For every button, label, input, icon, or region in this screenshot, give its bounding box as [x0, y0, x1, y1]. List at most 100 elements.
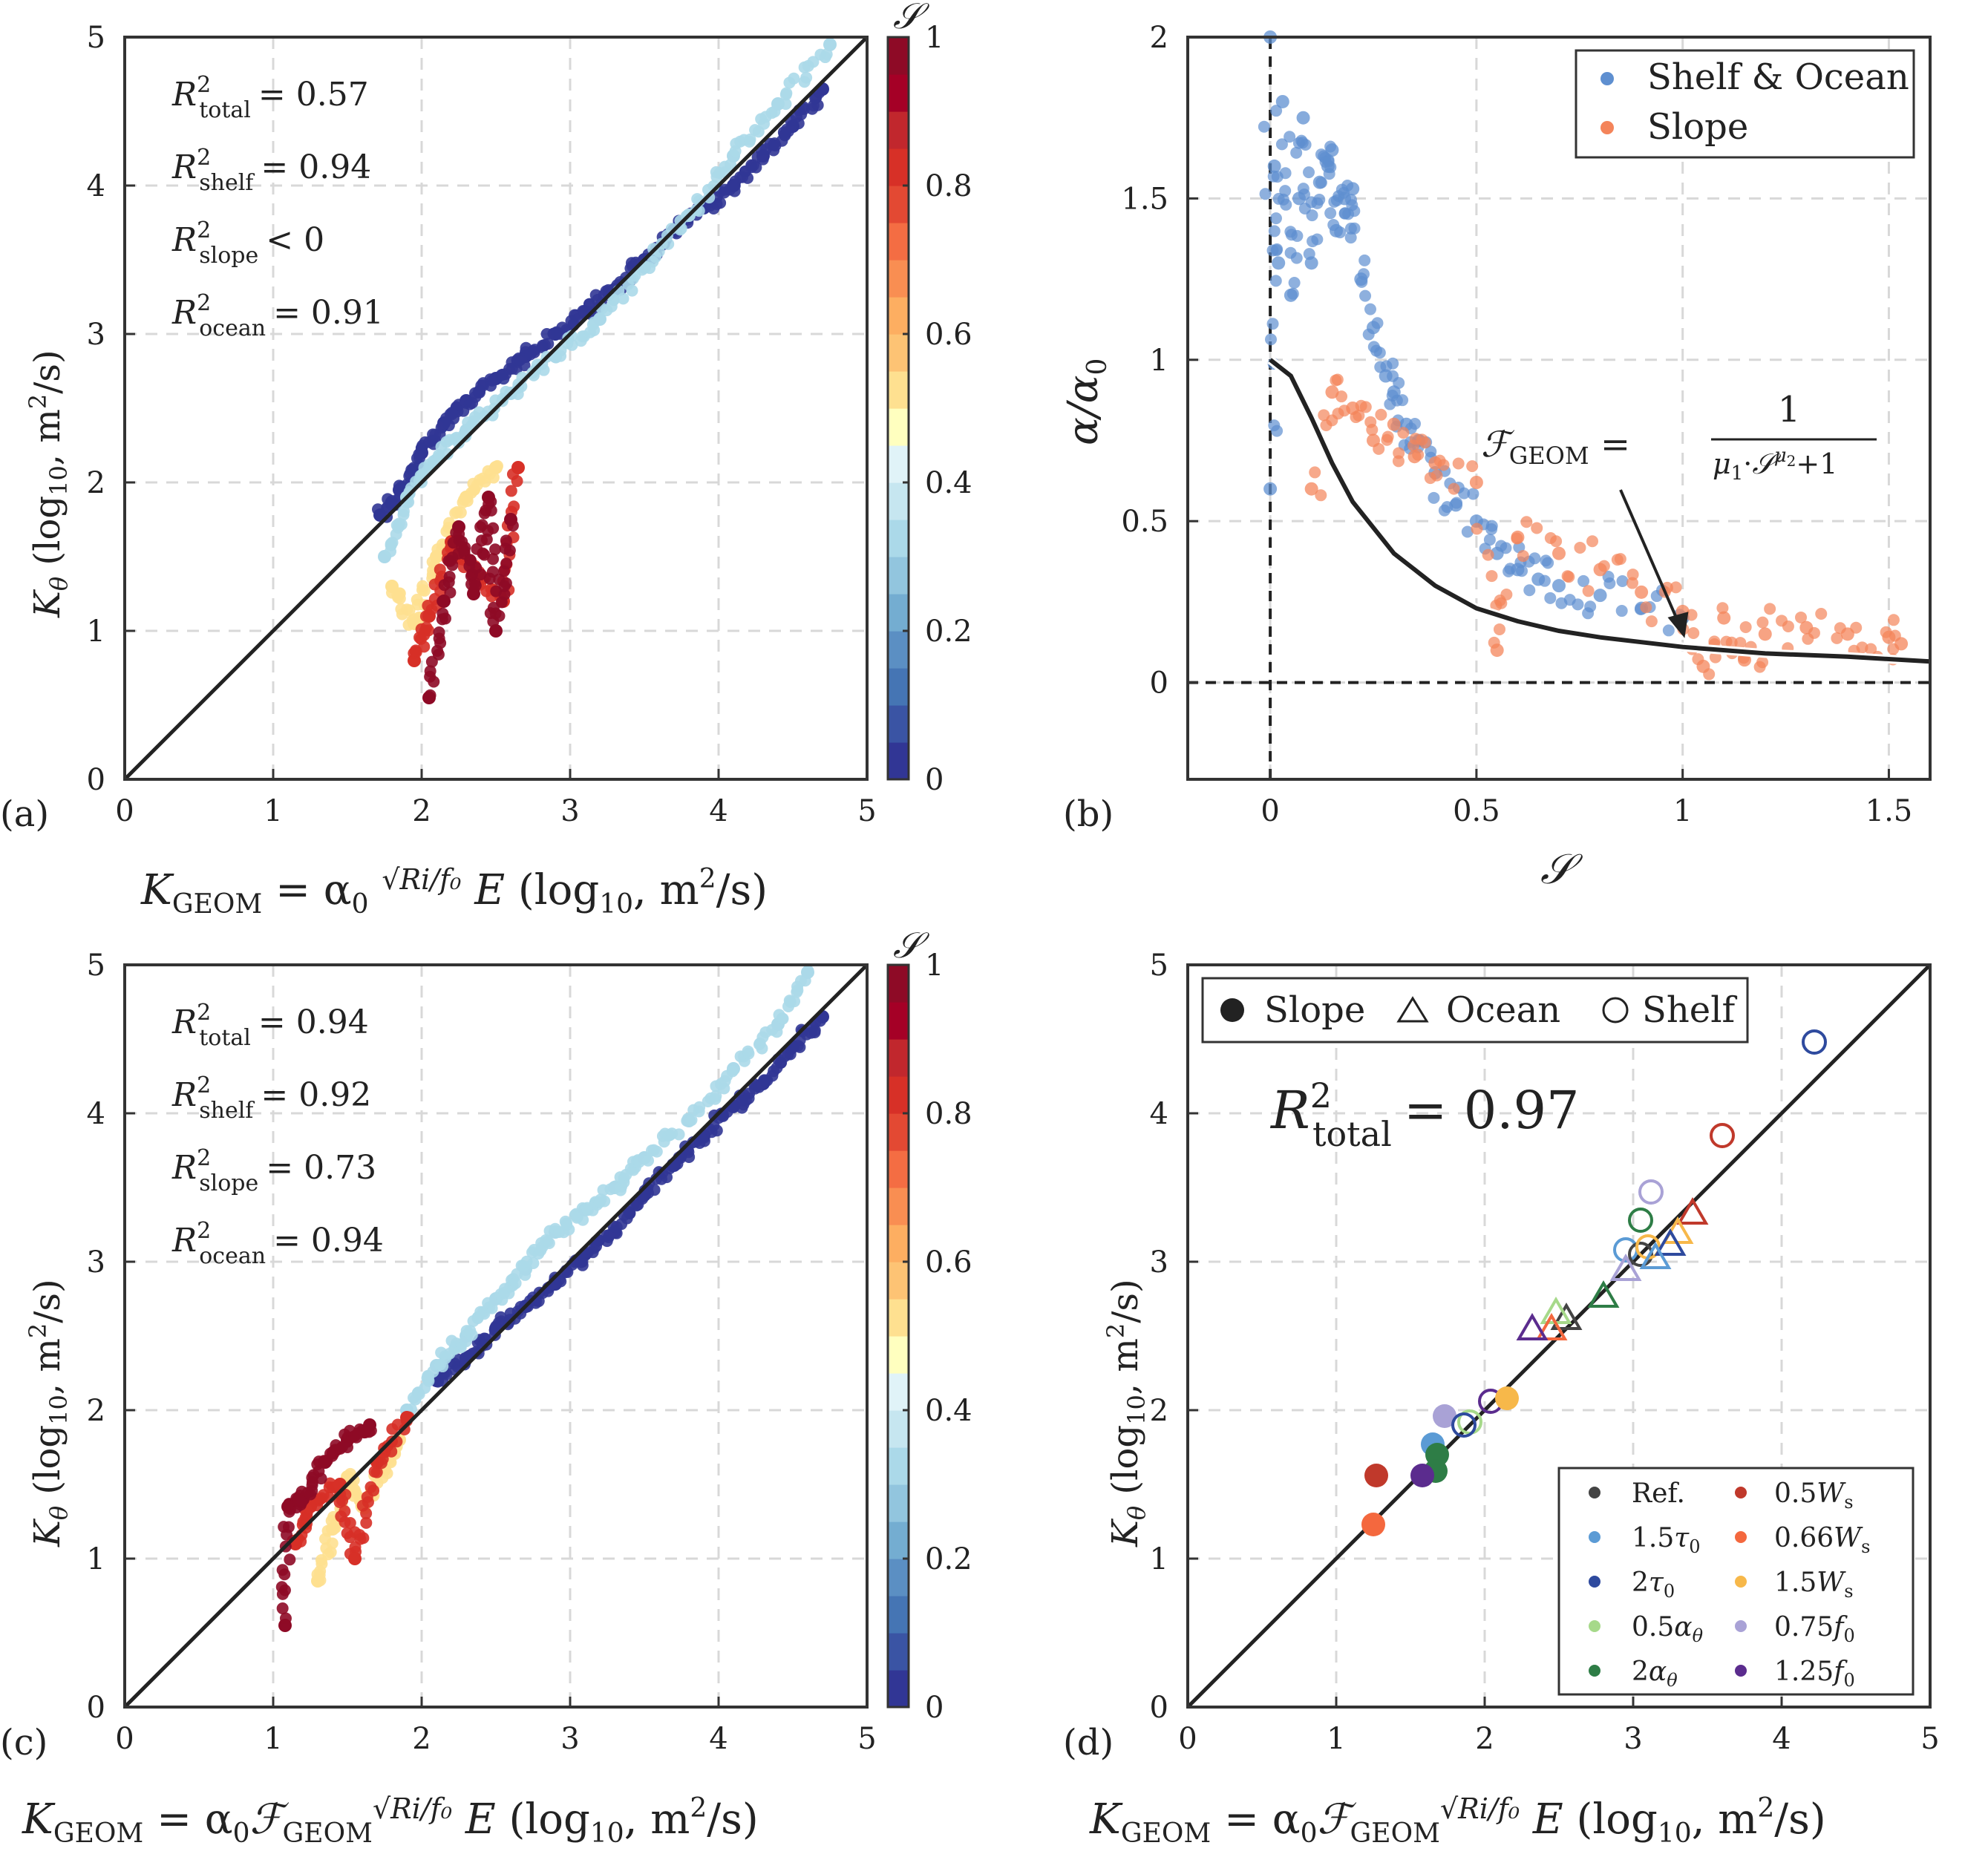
panel-a-one-to-one-line: [123, 36, 869, 781]
point-c-s0-10-1: [727, 1101, 740, 1113]
point-b-s1-12-2: [1645, 615, 1658, 628]
point-d-ocean-14: [1540, 1297, 1572, 1324]
point-b-s1-9-5: [1550, 535, 1563, 548]
exp-legend-dot-1: [1735, 1487, 1747, 1498]
point-b-s0-25-3: [1516, 565, 1528, 577]
point-b-s0-2-5: [1268, 225, 1281, 238]
point-d-shelf-0: [1802, 1029, 1827, 1055]
cbar-c-frame: [886, 963, 910, 1709]
point-c-s0-9-5: [710, 1124, 723, 1137]
exp-legend-label-1: 0.5Ws: [1774, 1478, 1854, 1513]
ytick-label-a-5: 5: [87, 21, 105, 55]
point-d-shelf-2: [1638, 1179, 1664, 1205]
xtick-label-d-0: 0: [1178, 1722, 1197, 1756]
cbar-c-segment-2: [888, 1596, 909, 1634]
point-b-s0-0-2: [1259, 188, 1272, 200]
annotation-arrowhead: [1667, 612, 1689, 638]
xtick-label-b-0: 0: [1261, 794, 1279, 828]
cbar-c-segment-11: [888, 1262, 909, 1300]
point-b-s0-3: [1272, 256, 1286, 270]
point-c-s3-3: [348, 1552, 362, 1565]
point-b-s1-6-5: [1466, 460, 1479, 473]
cbar-a-segment-13: [888, 260, 909, 298]
point-a-s4-5-4: [498, 588, 511, 600]
exp-legend-dot-0: [1589, 1487, 1600, 1498]
r2-a-val-2: < 0: [266, 221, 324, 259]
point-c-s0-4-4: [555, 1275, 567, 1288]
point-b-s0-17-4: [1387, 357, 1399, 370]
panel-a-axes-box: [123, 36, 869, 781]
legend-ocean-label: Ocean: [1446, 989, 1560, 1031]
exp-legend-label-2: 1.5τ0: [1632, 1523, 1700, 1557]
point-b-s0-7: [1296, 111, 1310, 125]
point-b-s1-15-1: [1716, 602, 1729, 615]
point-b-s1-7-2: [1482, 548, 1494, 561]
exp-legend-dot-4: [1589, 1576, 1600, 1588]
cbar-c-segment-17: [888, 1039, 909, 1077]
r2-c-sub-3: ocean: [199, 1243, 266, 1269]
panel-b-label: (b): [1063, 793, 1114, 835]
point-b-s1-4-3: [1392, 455, 1405, 468]
point-b-s1-9-3: [1531, 522, 1543, 534]
legend-marker-shelf-ocean: [1600, 72, 1614, 85]
point-d-slope-26: [1410, 1464, 1434, 1487]
point-a-s4-3-2: [469, 580, 482, 592]
point-d-ocean-13: [1550, 1303, 1583, 1330]
ytick-label-b-2: 1: [1150, 344, 1168, 378]
point-a-s3-1-9: [434, 563, 446, 576]
r2-c-sub-1: shelf: [199, 1098, 255, 1124]
panel-c-ylabel: Kθ (log10, m2/s): [24, 1279, 73, 1547]
point-c-s2-0-7: [315, 1553, 327, 1566]
xtick-label-a-1: 1: [264, 794, 282, 828]
point-b-s1-19-2: [1850, 621, 1863, 634]
point-b-s0-9-1: [1311, 197, 1324, 209]
ytick-label-d-5: 5: [1150, 949, 1168, 983]
xtick-label-d-5: 5: [1920, 1722, 1939, 1756]
cbar-c-tick-label-4: 0.8: [925, 1097, 972, 1131]
point-b-s0-26-4: [1542, 557, 1554, 569]
point-b-s1-0: [1304, 482, 1318, 496]
annotation-denominator: μ1·𝒮μ2+1: [1713, 445, 1837, 485]
point-b-s0-7-4: [1298, 189, 1310, 201]
ytick-label-a-0: 0: [87, 763, 105, 797]
xtick-label-d-4: 4: [1772, 1722, 1791, 1756]
point-b-s0-1-3: [1266, 318, 1279, 330]
point-b-s1-17-3: [1782, 620, 1794, 632]
point-b-s1-12-5: [1670, 581, 1682, 594]
panel-b-axes-box: [1186, 36, 1932, 781]
point-b-s0-4-3: [1277, 193, 1289, 206]
exp-legend-dot-6: [1589, 1620, 1600, 1632]
r2-a-val-1: = 0.94: [261, 148, 371, 186]
point-b-s1-3-4: [1375, 408, 1387, 421]
r2-a-sub-3: ocean: [199, 315, 266, 341]
point-b-s1-8-1: [1493, 623, 1505, 635]
point-a-s3-4-10: [508, 500, 520, 513]
cbar-a-tick-label-3: 0.6: [925, 318, 972, 352]
point-c-s1-11-3: [776, 1012, 788, 1025]
panel-c-r2-block: R2 total = 0.94 R2 shelf = 0.92 R2 slope = 0.7…: [171, 1000, 384, 1269]
cbar-a-segment-9: [888, 408, 909, 446]
point-b-s0-9-3: [1315, 177, 1327, 189]
point-b-s1-20-1: [1880, 626, 1892, 638]
point-c-s0-5-12: [601, 1235, 613, 1248]
r2-c-val-2: = 0.73: [266, 1149, 376, 1187]
cbar-c-tick-label-0: 0: [925, 1691, 944, 1725]
point-b-s0-4-1: [1284, 131, 1296, 143]
point-b-s1-11-3: [1614, 553, 1626, 566]
fit-curve: [1269, 358, 1931, 664]
point-a-s1-10-5: [788, 72, 800, 85]
point-a-s2-0-6: [393, 592, 406, 605]
point-b-s1-19-4: [1865, 643, 1877, 655]
point-c-s1-1-6: [439, 1350, 451, 1363]
point-c-s4-0-12: [278, 1521, 290, 1533]
point-b-s1-9-1: [1517, 550, 1529, 563]
point-b-s0-2: [1267, 159, 1281, 173]
point-a-s4-4-9: [483, 572, 496, 585]
panel-b-legend: Shelf & Ocean Slope: [1575, 49, 1915, 159]
point-a-s1-10-13: [820, 48, 833, 61]
panel-a: 0 1 2 3 4 5 0 1 2 3 4 5 (a) Kθ (log10, m2/s) KGEOM …: [0, 21, 877, 920]
cbar-a-tick-label-4: 0.8: [925, 169, 972, 203]
point-c-s4-0-8: [284, 1553, 296, 1566]
panel-c-one-to-one-line: [123, 963, 869, 1709]
legend-label-slope: Slope: [1647, 106, 1748, 148]
